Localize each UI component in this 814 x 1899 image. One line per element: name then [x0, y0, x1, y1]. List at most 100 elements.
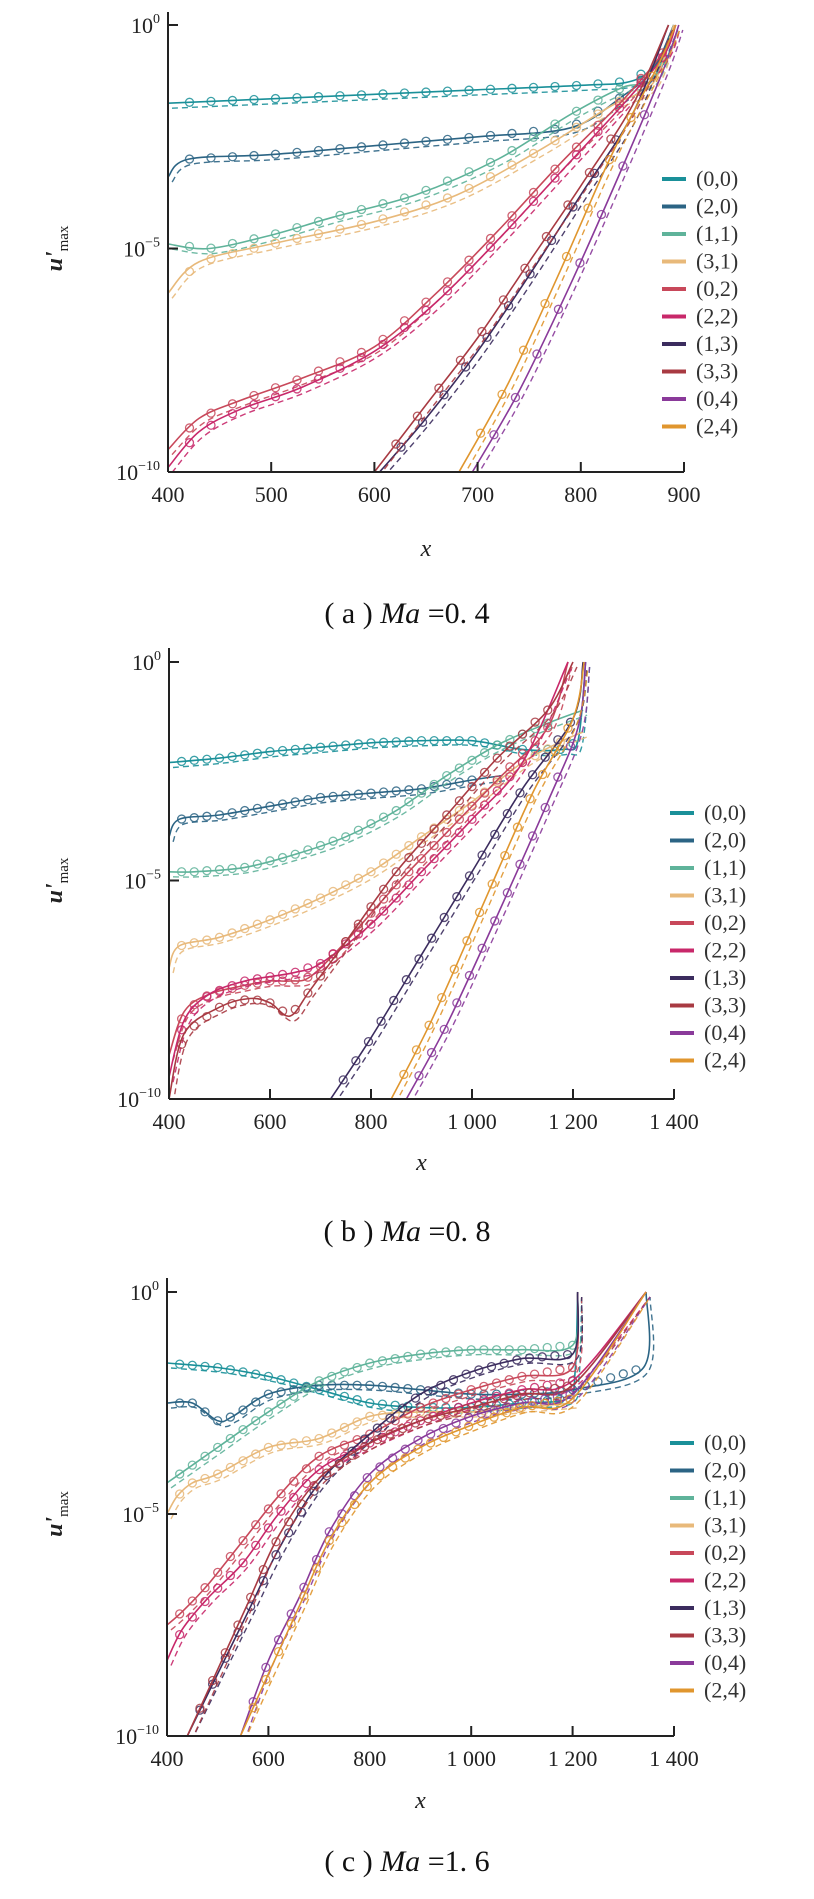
data-point: [227, 928, 237, 938]
data-point: [507, 160, 517, 170]
legend-item: (0,2): [670, 910, 746, 935]
data-point: [399, 193, 410, 203]
data-point: [464, 183, 474, 193]
data-point: [540, 1394, 550, 1404]
data-point: [464, 970, 475, 981]
data-point: [514, 1399, 525, 1409]
y-tick-label: 10−5: [124, 868, 161, 894]
data-point: [327, 1371, 337, 1382]
data-point: [390, 1353, 400, 1364]
series-line-(1,1): [168, 24, 675, 250]
data-point: [363, 1036, 374, 1047]
series-line-(1,3): [329, 661, 584, 1099]
legend-label: (1,3): [696, 331, 738, 356]
data-point: [263, 1504, 274, 1514]
data-point: [647, 71, 658, 81]
legend-label: (0,2): [696, 276, 738, 301]
data-point: [464, 264, 474, 274]
legend-label: (0,0): [696, 166, 738, 191]
data-point: [377, 1410, 388, 1420]
data-point: [540, 1398, 550, 1409]
data-point: [399, 138, 410, 148]
x-axis-label: x: [420, 536, 432, 562]
data-point: [485, 242, 496, 253]
data-point: [313, 216, 324, 227]
data-point: [479, 1401, 489, 1411]
data-point: [453, 1346, 464, 1356]
data-point: [479, 800, 490, 810]
data-point: [550, 1383, 560, 1393]
data-point: [322, 1470, 332, 1481]
data-point: [529, 1343, 540, 1354]
data-point: [415, 1349, 426, 1359]
data-point: [189, 999, 199, 1010]
data-point: [528, 82, 539, 93]
legend-item: (1,3): [670, 965, 746, 990]
data-point: [341, 937, 351, 947]
series-dashed-(0,0): [172, 666, 591, 769]
data-point: [377, 1399, 388, 1409]
data-point: [366, 819, 376, 829]
data-point: [335, 224, 345, 234]
data-point: [313, 145, 324, 156]
data-point: [530, 736, 540, 746]
data-point: [303, 963, 313, 973]
data-point: [553, 735, 563, 745]
data-point: [552, 1392, 563, 1402]
data-point: [390, 1416, 400, 1426]
legend-label: (0,2): [704, 1540, 746, 1565]
data-point: [227, 983, 237, 994]
data-point: [327, 1428, 337, 1438]
data-point: [464, 167, 474, 177]
data-point: [200, 1583, 210, 1593]
data-point: [606, 134, 616, 144]
data-point: [499, 1394, 509, 1404]
data-point: [550, 135, 560, 146]
series-line-(3,1): [167, 1402, 573, 1515]
data-point: [412, 411, 423, 421]
x-tick-label: 800: [564, 482, 597, 507]
data-point: [505, 741, 515, 751]
data-point: [240, 976, 250, 986]
caption-b-eq: =: [428, 1215, 446, 1248]
data-point: [175, 1489, 185, 1499]
data-point: [240, 805, 250, 816]
data-point: [492, 775, 502, 785]
data-point: [289, 1378, 299, 1388]
data-point: [520, 263, 530, 273]
data-point: [442, 827, 452, 838]
data-point: [251, 1540, 261, 1551]
data-point: [246, 1592, 256, 1602]
data-point: [263, 1371, 274, 1382]
data-point: [467, 801, 477, 811]
data-point: [479, 1395, 489, 1405]
series-line-(0,0): [167, 1291, 579, 1409]
series-dashed-(3,3): [192, 1296, 651, 1736]
data-point: [240, 923, 250, 934]
data-point: [220, 1648, 230, 1658]
series-dashed-(2,0): [170, 1296, 655, 1428]
data-point: [567, 1376, 578, 1386]
data-point: [335, 210, 345, 220]
data-point: [265, 998, 275, 1008]
data-point: [284, 1517, 294, 1527]
data-point: [265, 971, 275, 982]
data-point: [220, 1653, 230, 1663]
data-point: [604, 155, 615, 165]
data-point: [377, 1422, 388, 1433]
data-point: [301, 1383, 312, 1394]
data-point: [375, 1471, 385, 1481]
data-point: [399, 316, 410, 326]
series-dashed-(3,1): [170, 1407, 577, 1520]
data-point: [436, 1410, 446, 1421]
data-point: [176, 1039, 187, 1050]
legend-label: (3,1): [704, 883, 746, 908]
data-point: [252, 978, 263, 988]
data-point: [489, 1405, 499, 1415]
legend-item: (0,0): [670, 800, 746, 825]
series-group: [169, 661, 591, 1099]
data-point: [580, 1381, 590, 1391]
caption-b-var: Ma: [381, 1215, 422, 1248]
legend-label: (1,1): [704, 1485, 746, 1510]
data-point: [263, 1389, 274, 1399]
